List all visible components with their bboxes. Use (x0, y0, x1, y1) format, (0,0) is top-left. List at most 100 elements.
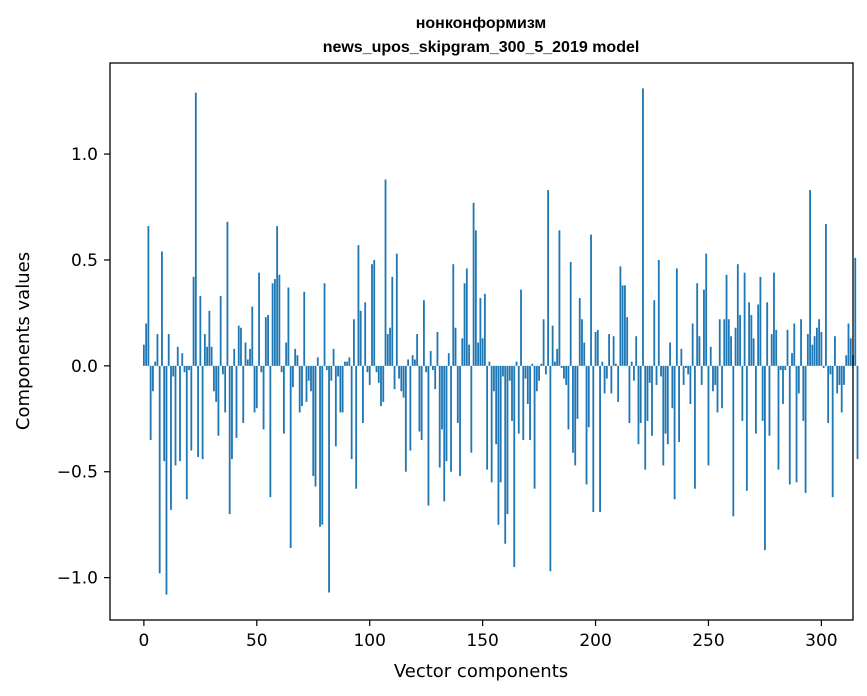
bar-315 (854, 257, 857, 366)
bar-225 (651, 365, 653, 436)
bar-14 (174, 365, 177, 466)
bar-188 (567, 365, 570, 430)
bar-250 (707, 365, 710, 466)
bar-247 (700, 365, 703, 385)
bar-170 (526, 365, 529, 404)
bar-69 (298, 365, 301, 413)
bar-293 (804, 365, 807, 493)
bar-309 (840, 365, 843, 413)
bar-249 (705, 253, 708, 366)
bar-85 (334, 365, 337, 447)
bar-251 (709, 346, 712, 366)
bar-156 (495, 365, 498, 445)
bar-215 (628, 365, 631, 424)
bar-70 (301, 365, 303, 407)
bar-287 (791, 353, 793, 366)
bar-190 (572, 365, 574, 453)
bar-61 (280, 365, 283, 373)
bar-203 (601, 361, 604, 366)
bar-230 (662, 365, 665, 466)
bar-229 (660, 365, 662, 377)
bar-57 (271, 283, 274, 366)
bar-189 (569, 262, 572, 366)
bar-103 (375, 365, 378, 373)
bar-191 (574, 365, 577, 466)
bar-159 (502, 365, 504, 377)
bar-256 (721, 365, 723, 409)
bar-36 (224, 365, 227, 413)
bar-245 (696, 283, 699, 366)
bar-88 (341, 365, 344, 413)
bar-267 (745, 365, 748, 491)
bar-110 (391, 276, 394, 366)
bar-196 (585, 365, 588, 485)
bar-216 (630, 361, 633, 366)
bar-25 (199, 295, 202, 366)
x-tick-label: 150 (466, 631, 498, 651)
bar-243 (691, 323, 694, 366)
bar-244 (694, 365, 696, 489)
bar-99 (366, 365, 369, 373)
bar-117 (407, 359, 410, 366)
bar-281 (777, 365, 780, 470)
bar-158 (499, 365, 502, 483)
bar-128 (432, 365, 434, 371)
bar-60 (278, 274, 281, 366)
bar-46 (246, 359, 249, 366)
bar-2 (147, 226, 150, 366)
bar-273 (759, 276, 762, 366)
bar-74 (310, 365, 312, 392)
bar-295 (809, 190, 811, 366)
bar-207 (610, 365, 613, 394)
bar-127 (429, 351, 432, 366)
bar-208 (612, 336, 615, 366)
bar-137 (452, 264, 455, 366)
bar-195 (583, 342, 586, 366)
bar-253 (714, 365, 717, 385)
bar-44 (242, 365, 245, 424)
bar-52 (260, 365, 263, 373)
bar-45 (244, 342, 247, 366)
bar-35 (222, 365, 224, 375)
bar-205 (605, 365, 608, 379)
bar-232 (666, 365, 669, 445)
bar-49 (253, 365, 256, 413)
bar-173 (533, 365, 536, 489)
bar-98 (364, 302, 367, 366)
bar-302 (825, 223, 827, 366)
bar-39 (231, 365, 233, 460)
bar-72 (305, 365, 308, 402)
bar-101 (371, 264, 373, 366)
bar-177 (542, 319, 545, 366)
bar-50 (255, 365, 258, 409)
bar-270 (752, 338, 755, 366)
bar-236 (675, 268, 678, 366)
bar-307 (836, 365, 839, 394)
bar-132 (441, 365, 443, 430)
bar-106 (382, 365, 385, 402)
bar-92 (350, 365, 353, 460)
bar-186 (563, 365, 565, 379)
bar-297 (813, 336, 816, 366)
bar-271 (754, 365, 757, 434)
bar-124 (423, 300, 425, 366)
bar-209 (614, 363, 617, 366)
bar-165 (515, 361, 518, 366)
bar-202 (599, 365, 601, 512)
bar-121 (416, 334, 419, 366)
bar-166 (517, 365, 520, 434)
bar-155 (493, 365, 495, 392)
y-tick-label: −0.5 (57, 463, 98, 483)
bar-105 (380, 365, 382, 407)
bar-257 (723, 319, 726, 366)
bar-283 (782, 365, 784, 404)
bar-138 (454, 327, 457, 366)
bar-164 (513, 365, 516, 568)
bar-289 (795, 365, 798, 483)
bar-274 (761, 365, 764, 421)
bar-68 (296, 355, 299, 366)
bar-231 (664, 365, 667, 434)
bar-54 (264, 317, 267, 366)
bar-71 (303, 291, 306, 366)
bar-255 (718, 319, 721, 366)
